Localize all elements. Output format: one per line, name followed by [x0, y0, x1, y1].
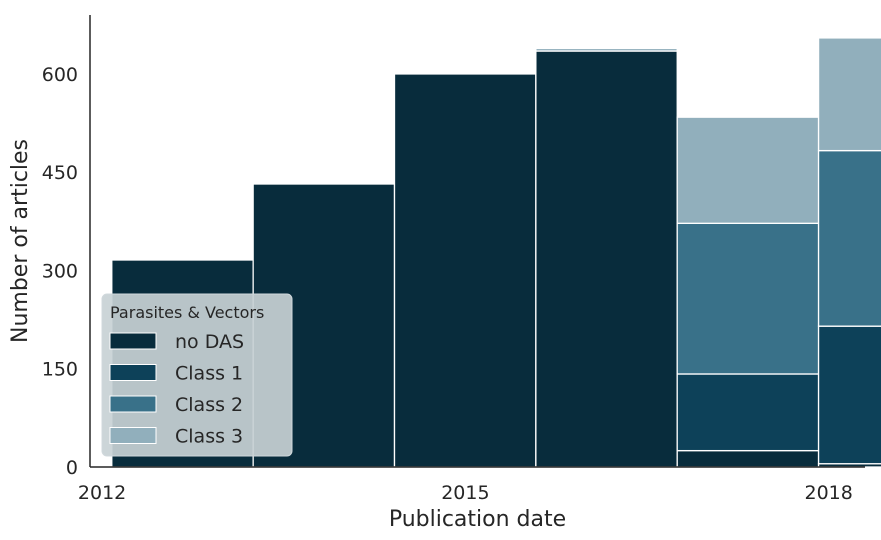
legend-entry-label: Class 2 — [175, 394, 243, 416]
y-axis-label: Number of articles — [8, 139, 33, 343]
bar-2016-series-4 — [676, 116, 820, 224]
x-tick-label: 2018 — [804, 482, 852, 504]
bar-2015-series-4 — [535, 47, 678, 52]
bar-2014-series-1 — [393, 73, 537, 468]
legend-items: no DAS Class 1 Class 2 Class 3 — [109, 331, 244, 448]
legend-swatch — [109, 395, 157, 413]
legend-entry-label: Class 1 — [175, 363, 243, 385]
legend-title: Parasites & Vectors — [110, 303, 264, 322]
legend-swatch — [109, 427, 157, 444]
bar-2016-series-1 — [676, 449, 820, 468]
y-tick-label: 0 — [66, 457, 78, 479]
bar-2016-series-3 — [676, 222, 820, 375]
legend-swatch — [109, 364, 157, 381]
bar-2017-series-4 — [817, 37, 881, 152]
bar-2015-series-1 — [535, 50, 678, 468]
y-tick-label: 300 — [42, 260, 78, 282]
y-axis-ticks: 0 150 300 450 600 — [42, 64, 78, 479]
bar-2017-series-2 — [817, 325, 881, 465]
x-axis-ticks: 2012 2015 2018 — [78, 482, 853, 504]
bar-2017-series-3 — [817, 149, 881, 327]
legend-entry-label: Class 3 — [175, 426, 243, 448]
y-tick-label: 450 — [42, 162, 78, 184]
bar-2016-series-2 — [676, 373, 820, 452]
legend: Parasites & Vectors no DAS Class 1 Class 2… — [101, 293, 293, 457]
legend-swatch — [109, 332, 157, 350]
y-tick-label: 150 — [42, 359, 78, 381]
legend-entry-label: no DAS — [175, 331, 244, 353]
x-tick-label: 2012 — [78, 482, 126, 504]
x-tick-label: 2015 — [441, 482, 489, 504]
x-axis-label: Publication date — [389, 507, 566, 532]
y-tick-label: 600 — [42, 64, 78, 86]
bar-2017-series-1 — [817, 463, 881, 468]
